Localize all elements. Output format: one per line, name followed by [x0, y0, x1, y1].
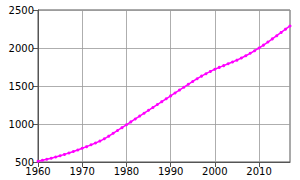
- svg-text:1500: 1500: [9, 81, 34, 92]
- svg-text:1990: 1990: [158, 166, 183, 177]
- svg-text:500: 500: [14, 156, 34, 168]
- svg-text:1970: 1970: [69, 166, 94, 177]
- svg-text:2000: 2000: [9, 43, 34, 54]
- svg-text:2010: 2010: [246, 166, 271, 177]
- svg-text:2500: 2500: [9, 5, 34, 16]
- svg-text:1960: 1960: [25, 166, 50, 177]
- svg-text:1980: 1980: [114, 166, 139, 177]
- svg-text:2000: 2000: [202, 166, 227, 177]
- svg-text:1000: 1000: [9, 119, 34, 130]
